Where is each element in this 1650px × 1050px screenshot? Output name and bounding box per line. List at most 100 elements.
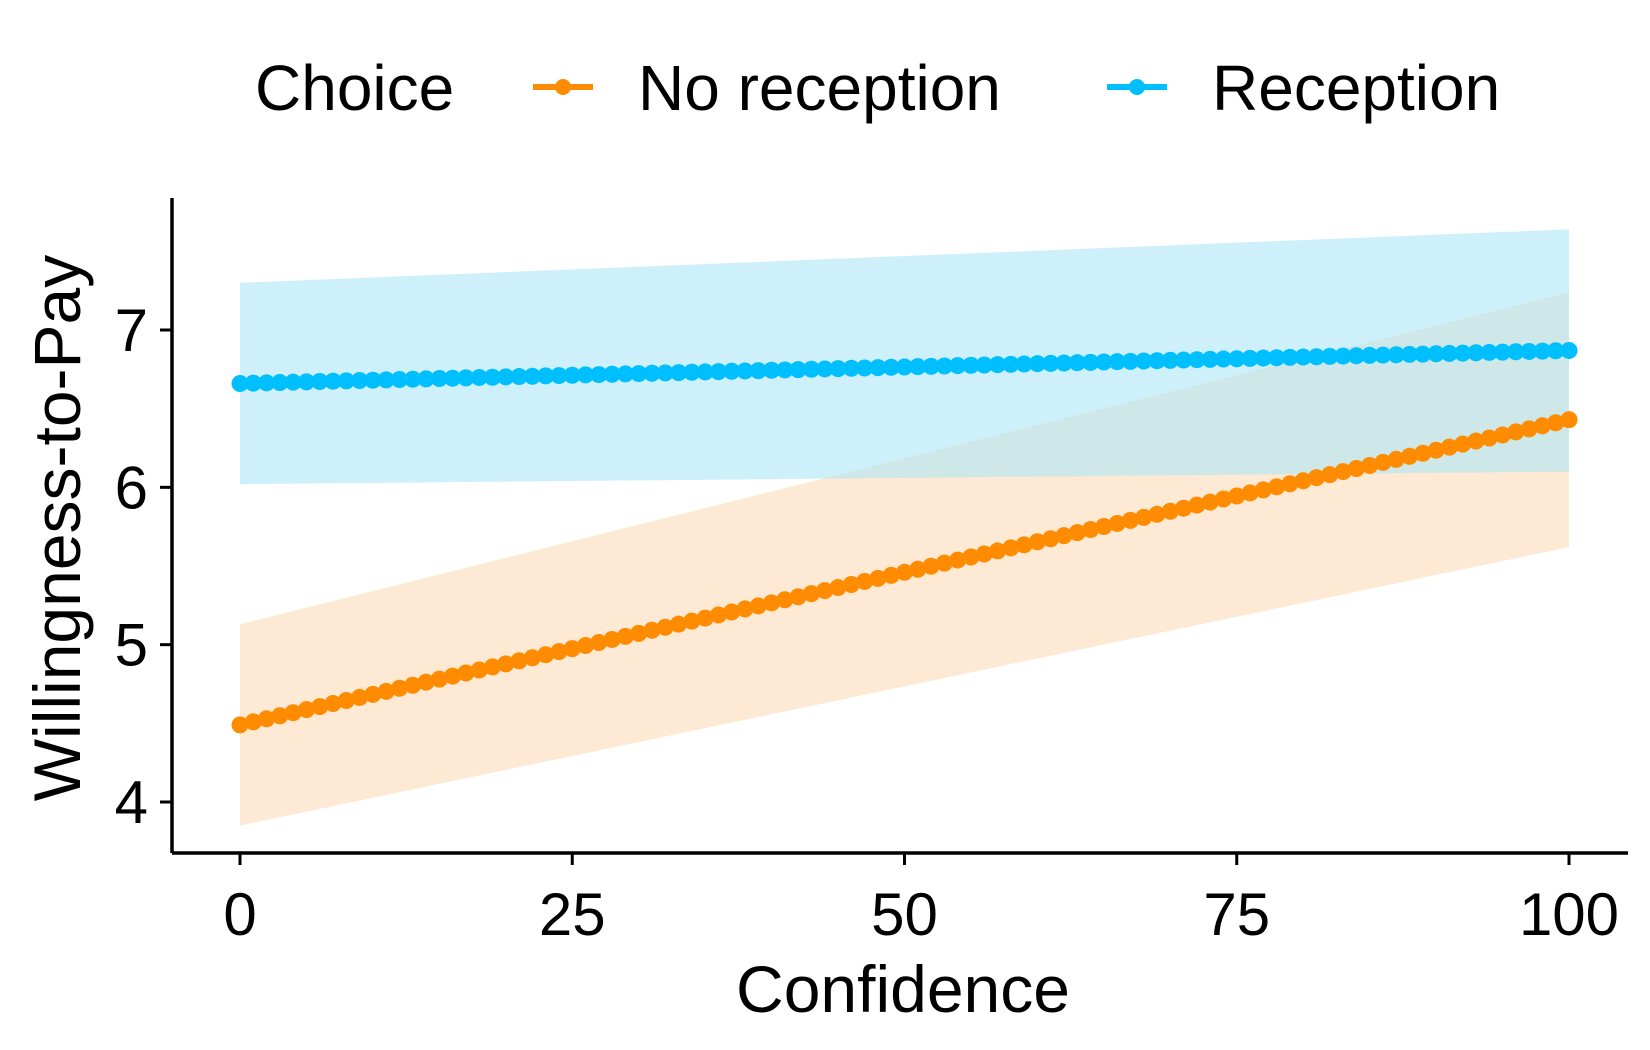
data-point-reception bbox=[882, 358, 900, 376]
data-point-reception bbox=[709, 363, 727, 381]
data-point-no-reception bbox=[337, 691, 355, 709]
data-point-no-reception bbox=[1161, 502, 1179, 520]
data-point-reception bbox=[271, 374, 289, 392]
data-point-reception bbox=[430, 370, 448, 388]
data-point-reception bbox=[1175, 351, 1193, 369]
x-tick-label: 25 bbox=[539, 881, 606, 948]
data-point-no-reception bbox=[630, 624, 648, 642]
data-point-reception bbox=[1547, 342, 1565, 360]
data-point-no-reception bbox=[1095, 518, 1113, 536]
data-point-reception bbox=[1268, 349, 1286, 367]
x-tick-label: 75 bbox=[1203, 881, 1270, 948]
data-point-no-reception bbox=[882, 566, 900, 584]
data-point-reception bbox=[484, 368, 502, 386]
data-point-no-reception bbox=[922, 557, 940, 575]
data-point-reception bbox=[1201, 350, 1219, 368]
data-point-reception bbox=[550, 367, 568, 385]
data-point-no-reception bbox=[909, 560, 927, 578]
data-point-reception bbox=[723, 362, 741, 380]
data-point-no-reception bbox=[1374, 453, 1392, 471]
data-point-no-reception bbox=[311, 698, 329, 716]
data-point-reception bbox=[324, 372, 342, 390]
data-point-reception bbox=[1361, 346, 1379, 364]
data-point-reception bbox=[616, 365, 634, 383]
data-point-reception bbox=[1307, 348, 1325, 366]
series-points bbox=[231, 341, 1578, 734]
data-point-no-reception bbox=[989, 542, 1007, 560]
data-point-reception bbox=[749, 362, 767, 380]
points-reception bbox=[231, 341, 1578, 392]
data-point-no-reception bbox=[643, 621, 661, 639]
data-point-no-reception bbox=[1454, 435, 1472, 453]
data-point-no-reception bbox=[444, 667, 462, 685]
data-point-no-reception bbox=[1175, 499, 1193, 517]
data-point-no-reception bbox=[1135, 508, 1153, 526]
data-point-no-reception bbox=[949, 551, 967, 569]
data-point-no-reception bbox=[377, 682, 395, 700]
data-point-no-reception bbox=[1121, 511, 1139, 529]
data-point-reception bbox=[231, 374, 249, 392]
data-point-reception bbox=[1095, 353, 1113, 371]
data-point-reception bbox=[1507, 343, 1525, 361]
data-point-no-reception bbox=[563, 640, 581, 658]
data-point-no-reception bbox=[231, 716, 249, 734]
data-point-no-reception bbox=[351, 688, 369, 706]
data-point-reception bbox=[1055, 354, 1073, 372]
data-point-reception bbox=[869, 359, 887, 377]
data-point-reception bbox=[497, 368, 515, 386]
data-point-no-reception bbox=[1188, 496, 1206, 514]
data-point-reception bbox=[1560, 341, 1578, 359]
data-point-no-reception bbox=[484, 658, 502, 676]
data-point-reception bbox=[390, 371, 408, 389]
data-point-no-reception bbox=[816, 582, 834, 600]
data-point-no-reception bbox=[364, 685, 382, 703]
data-point-reception bbox=[1467, 344, 1485, 362]
data-point-no-reception bbox=[1361, 456, 1379, 474]
data-point-no-reception bbox=[1414, 444, 1432, 462]
data-point-reception bbox=[1321, 347, 1339, 365]
data-point-no-reception bbox=[1148, 505, 1166, 523]
data-point-no-reception bbox=[590, 633, 608, 651]
data-point-reception bbox=[909, 358, 927, 376]
data-point-no-reception bbox=[470, 661, 488, 679]
data-point-reception bbox=[1188, 351, 1206, 369]
data-point-no-reception bbox=[271, 707, 289, 725]
data-point-no-reception bbox=[324, 695, 342, 713]
data-point-reception bbox=[643, 364, 661, 382]
data-point-reception bbox=[1214, 350, 1232, 368]
data-point-no-reception bbox=[1533, 417, 1551, 435]
data-point-no-reception bbox=[390, 679, 408, 697]
data-point-reception bbox=[1015, 355, 1033, 373]
data-point-reception bbox=[1334, 347, 1352, 365]
data-point-reception bbox=[297, 373, 315, 391]
data-point-reception bbox=[922, 357, 940, 375]
data-point-no-reception bbox=[869, 569, 887, 587]
data-point-no-reception bbox=[244, 713, 262, 731]
data-point-reception bbox=[377, 371, 395, 389]
data-point-reception bbox=[1228, 350, 1246, 368]
data-point-reception bbox=[1414, 345, 1432, 363]
data-point-reception bbox=[1520, 342, 1538, 360]
data-point-no-reception bbox=[709, 606, 727, 624]
y-tick-label: 4 bbox=[115, 769, 148, 836]
data-point-reception bbox=[1135, 352, 1153, 370]
data-point-reception bbox=[603, 365, 621, 383]
data-point-no-reception bbox=[1401, 447, 1419, 465]
data-point-no-reception bbox=[1321, 466, 1339, 484]
data-point-no-reception bbox=[683, 612, 701, 630]
data-point-reception bbox=[630, 365, 648, 383]
data-point-reception bbox=[683, 363, 701, 381]
data-point-reception bbox=[1281, 348, 1299, 366]
data-point-reception bbox=[590, 366, 608, 384]
data-point-no-reception bbox=[656, 618, 674, 636]
data-point-reception bbox=[537, 367, 555, 385]
data-point-no-reception bbox=[1281, 475, 1299, 493]
data-point-no-reception bbox=[1082, 521, 1100, 539]
data-point-no-reception bbox=[975, 545, 993, 563]
data-point-reception bbox=[1427, 345, 1445, 363]
data-point-no-reception bbox=[1520, 420, 1538, 438]
data-point-no-reception bbox=[736, 600, 754, 618]
data-point-no-reception bbox=[1347, 460, 1365, 478]
